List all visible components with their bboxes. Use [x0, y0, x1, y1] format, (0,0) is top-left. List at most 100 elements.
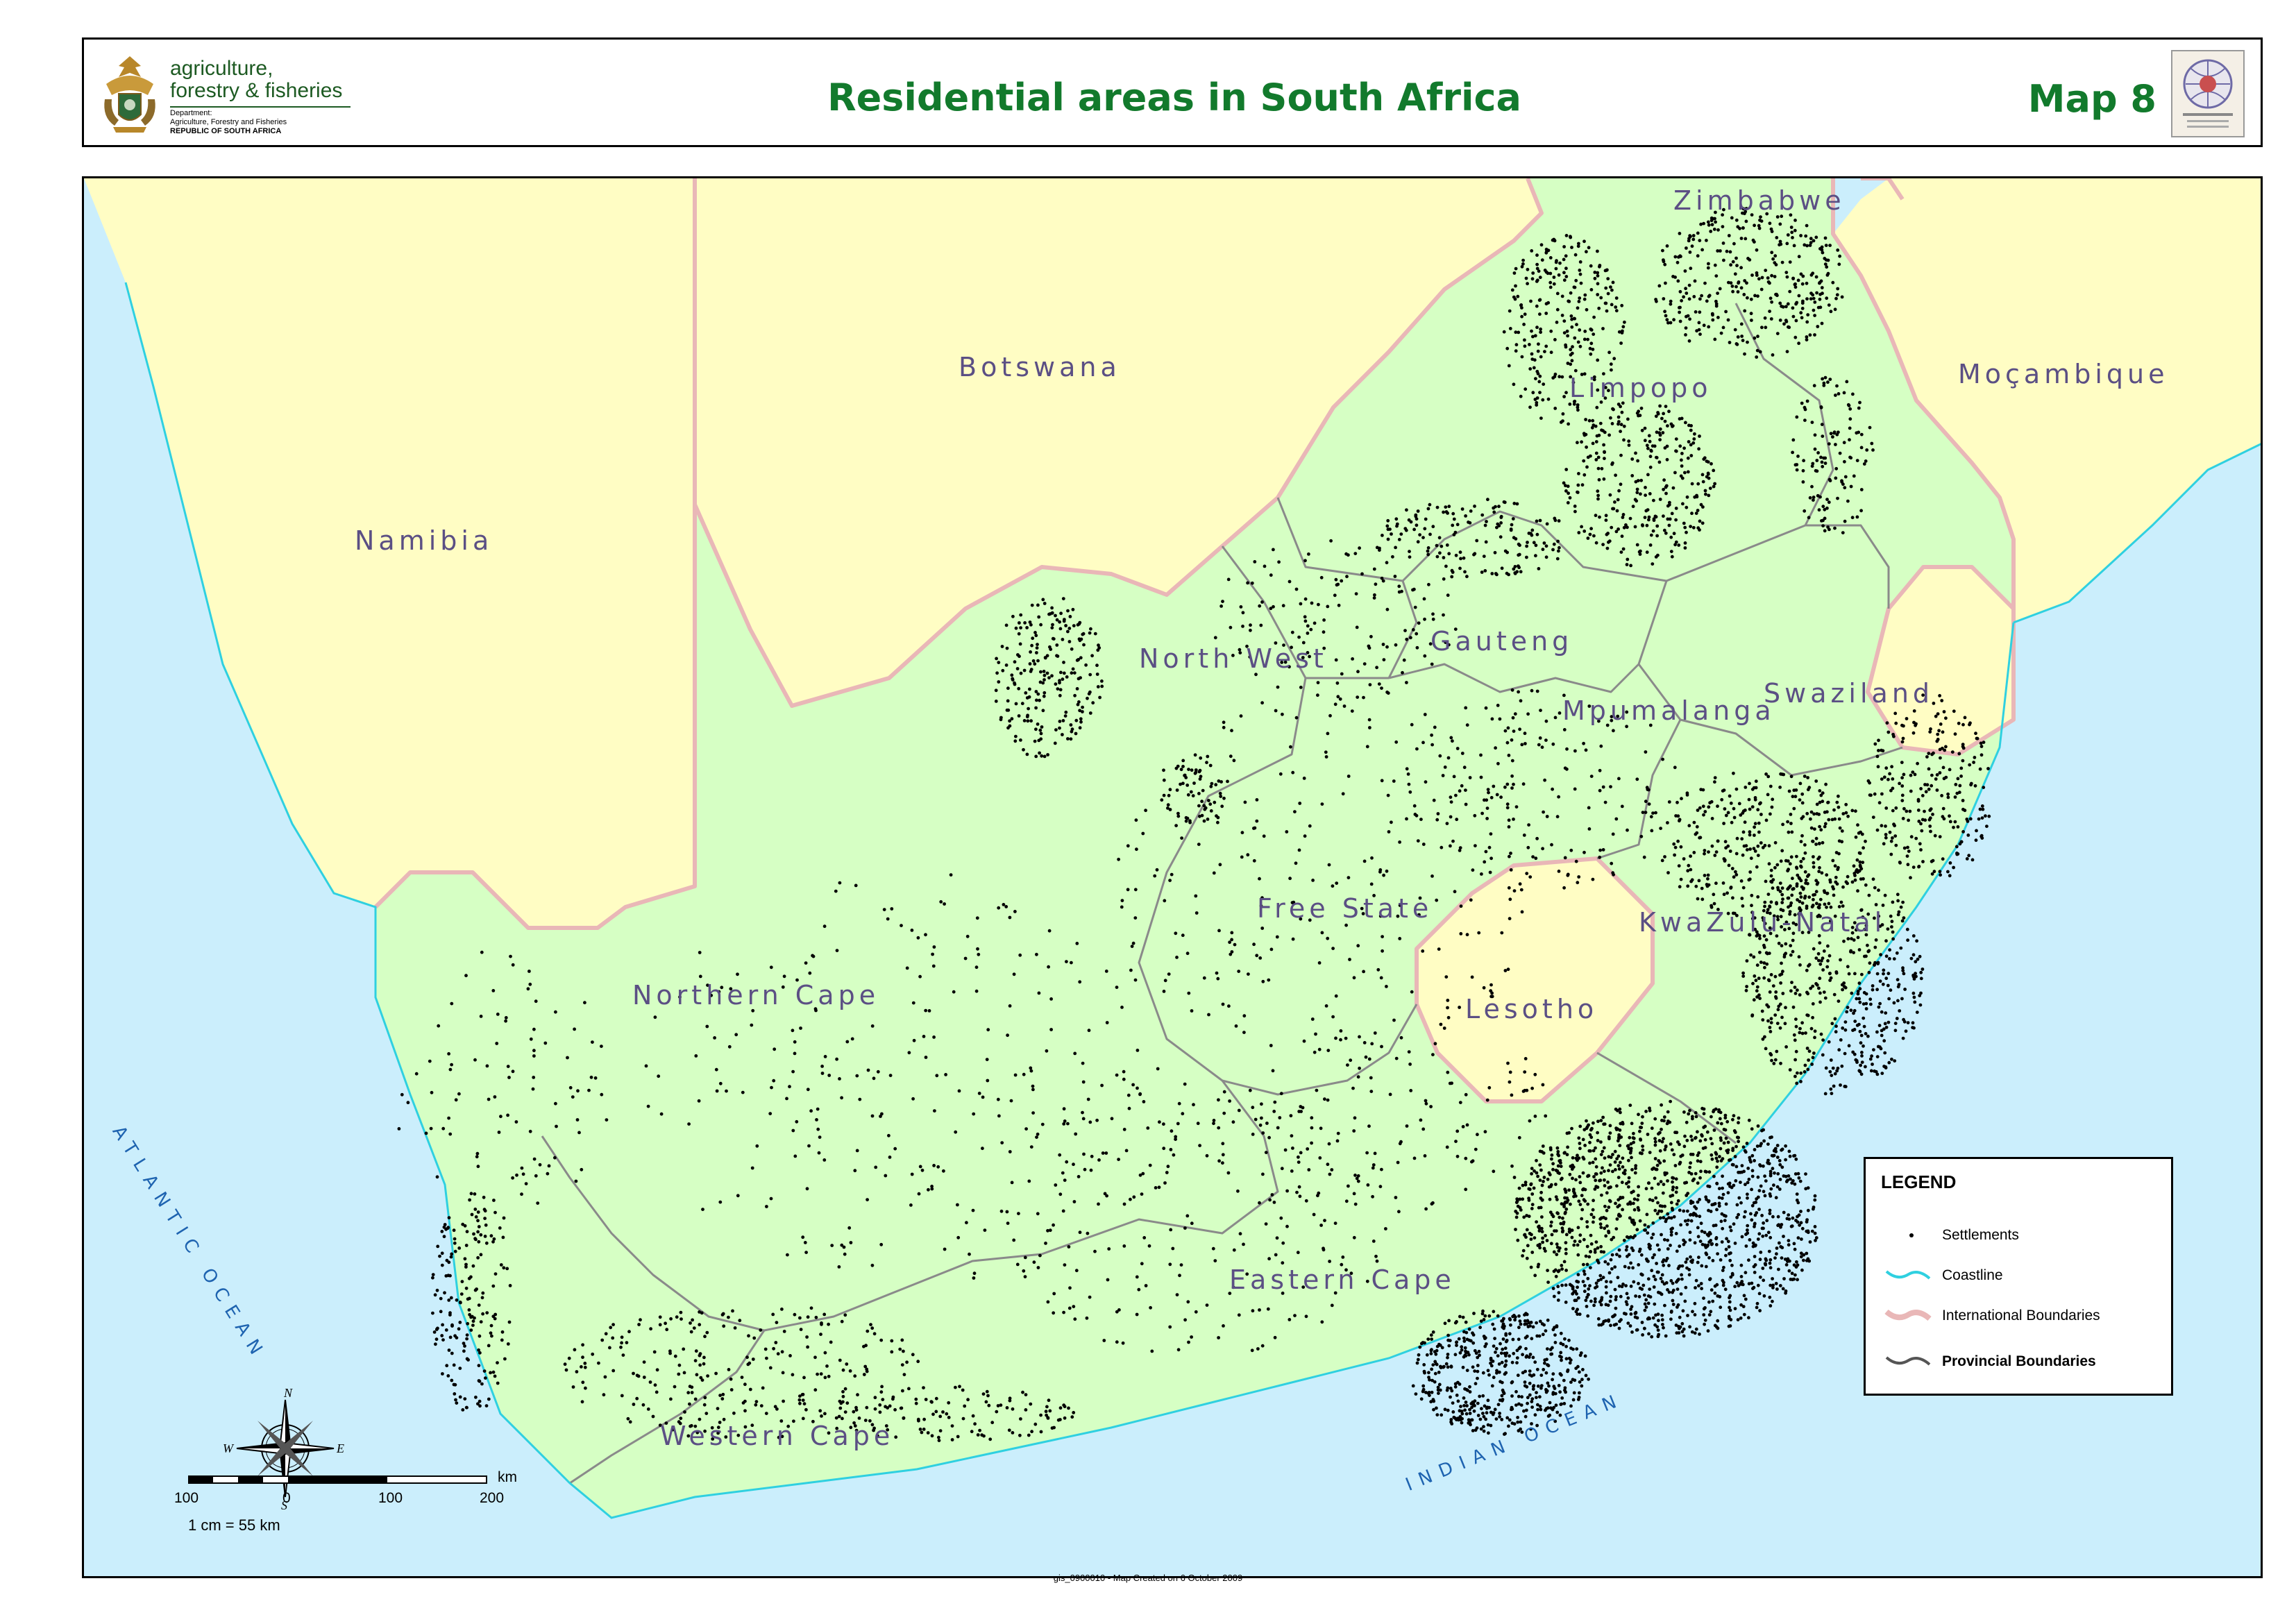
settlement-dot: [1628, 1151, 1632, 1155]
settlement-dot: [1030, 1430, 1033, 1434]
settlement-dot: [1349, 1058, 1353, 1063]
settlement-dot: [1606, 1262, 1610, 1266]
settlement-dot: [1719, 331, 1723, 335]
settlement-dot: [1795, 1192, 1799, 1196]
settlement-dot: [1689, 1212, 1693, 1217]
settlement-dot: [1047, 676, 1051, 679]
settlement-dot: [1683, 1219, 1687, 1223]
settlement-dot: [1630, 1122, 1634, 1126]
settlement-dot: [1481, 1309, 1485, 1313]
settlement-dot: [1754, 1201, 1758, 1204]
settlement-dot: [1685, 1257, 1689, 1261]
settlement-dot: [1548, 1197, 1552, 1201]
settlement-dot: [1702, 457, 1706, 461]
settlement-dot: [1723, 859, 1727, 863]
settlement-dot: [1592, 375, 1596, 379]
settlement-dot: [1726, 844, 1730, 848]
settlement-dot: [1647, 518, 1651, 522]
settlement-dot: [1720, 797, 1724, 802]
settlement-dot: [1705, 239, 1708, 242]
settlement-dot: [1553, 1333, 1557, 1337]
settlement-dot: [1790, 830, 1794, 834]
settlement-dot: [1832, 992, 1837, 997]
settlement-dot: [1535, 1391, 1538, 1394]
settlement-dot: [1877, 1005, 1881, 1009]
settlement-dot: [1750, 904, 1753, 908]
settlement-dot: [1794, 1024, 1798, 1029]
settlement-dot: [1539, 327, 1543, 331]
settlement-dot: [1635, 491, 1639, 495]
settlement-dot: [1373, 1031, 1377, 1035]
settlement-dot: [1817, 913, 1821, 917]
settlement-dot: [1585, 1244, 1589, 1249]
settlement-dot: [1839, 1083, 1842, 1087]
settlement-dot: [1662, 528, 1666, 532]
settlement-dot: [1710, 905, 1714, 909]
settlement-dot: [693, 1424, 698, 1428]
settlement-dot: [1677, 1264, 1681, 1269]
settlement-dot: [1883, 893, 1887, 897]
settlement-dot: [1678, 1315, 1682, 1319]
settlement-dot: [1828, 244, 1832, 247]
settlement-dot: [1585, 1119, 1588, 1123]
settlement-dot: [1766, 1161, 1770, 1165]
settlement-dot: [692, 1326, 696, 1330]
settlement-dot: [1588, 1161, 1592, 1165]
settlement-dot: [1310, 1126, 1314, 1130]
settlement-dot: [1560, 1396, 1564, 1400]
settlement-dot: [1433, 1360, 1437, 1364]
settlement-dot: [1463, 1387, 1467, 1391]
settlement-dot: [1593, 276, 1597, 280]
settlement-dot: [1938, 870, 1942, 874]
settlement-dot: [1822, 384, 1826, 387]
settlement-dot: [1745, 985, 1749, 988]
settlement-dot: [1759, 215, 1762, 219]
settlement-dot: [1769, 874, 1773, 878]
settlement-dot: [1617, 1176, 1621, 1179]
settlement-dot: [1965, 857, 1969, 861]
settlement-dot: [1483, 523, 1487, 527]
settlement-dot: [1428, 1378, 1431, 1382]
settlement-dot: [1675, 1202, 1679, 1206]
settlement-dot: [1194, 768, 1198, 772]
settlement-dot: [1589, 1242, 1594, 1246]
settlement-dot: [1793, 282, 1797, 287]
settlement-dot: [689, 1330, 693, 1334]
settlement-dot: [1519, 1427, 1523, 1431]
settlement-dot: [1561, 1216, 1564, 1220]
settlement-dot: [1562, 1402, 1567, 1405]
settlement-dot: [1007, 1428, 1011, 1432]
settlement-dot: [1596, 1246, 1600, 1250]
settlement-dot: [1162, 778, 1166, 782]
settlement-dot: [938, 1429, 943, 1432]
settlement-dot: [1544, 1371, 1548, 1375]
settlement-dot: [1694, 1111, 1698, 1115]
settlement-dot: [1038, 680, 1043, 684]
settlement-dot: [1961, 759, 1965, 763]
settlement-dot: [1687, 1273, 1691, 1277]
settlement-dot: [1423, 1154, 1427, 1158]
settlement-dot: [1424, 1101, 1428, 1106]
settlement-dot: [1703, 1243, 1707, 1247]
settlement-dot: [1927, 752, 1931, 755]
settlement-dot: [1587, 418, 1592, 423]
settlement-dot: [1093, 632, 1097, 636]
settlement-dot: [1580, 1378, 1584, 1382]
settlement-dot: [1564, 343, 1568, 347]
settlement-dot: [600, 1338, 605, 1342]
settlement-dot: [716, 1426, 720, 1430]
settlement-dot: [1499, 1342, 1502, 1346]
settlement-dot: [1758, 1258, 1762, 1262]
settlement-dot: [1803, 870, 1807, 874]
settlement-dot: [1486, 1398, 1490, 1403]
settlement-dot: [1529, 1237, 1533, 1241]
settlement-dot: [1668, 517, 1672, 521]
settlement-dot: [1339, 1029, 1343, 1033]
settlement-dot: [1043, 691, 1047, 695]
settlement-dot: [1856, 992, 1860, 996]
settlement-dot: [1709, 1210, 1713, 1213]
settlement-dot: [1662, 1159, 1666, 1163]
settlement-dot: [1746, 1228, 1749, 1232]
settlement-dot: [1067, 627, 1072, 630]
settlement-dot: [1758, 936, 1762, 940]
